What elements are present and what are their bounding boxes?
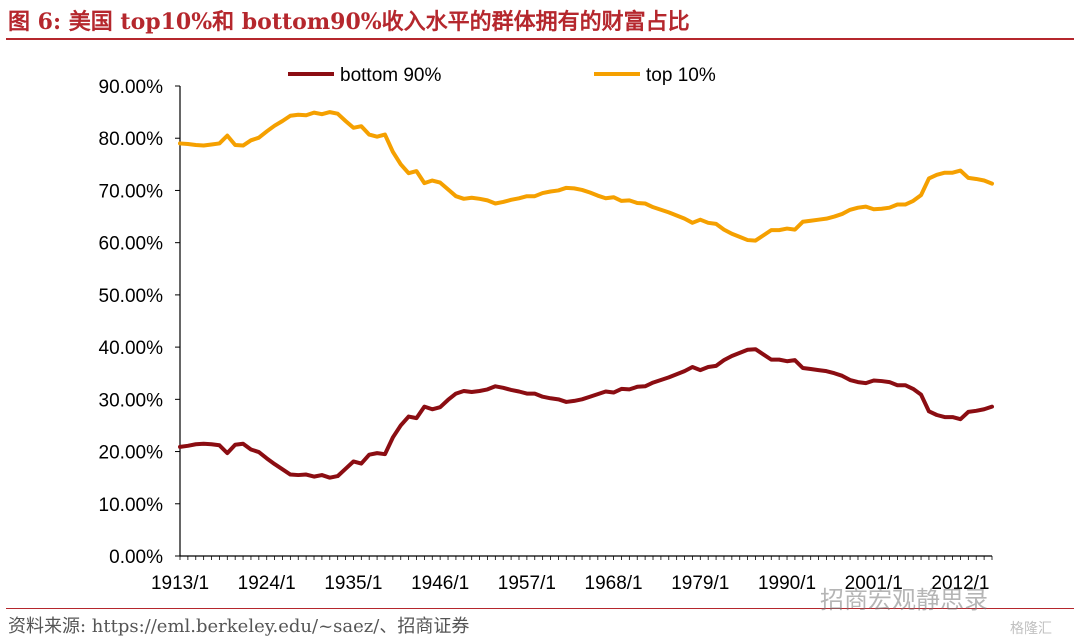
x-tick-label: 1979/1 <box>671 573 729 594</box>
x-tick-label: 1968/1 <box>585 573 643 594</box>
x-tick-label: 1946/1 <box>411 573 469 594</box>
y-axis-ticks: 0.00% 10.00% 20.00% 30.00% 40.00% 50.00% 60.00… <box>99 77 180 568</box>
x-tick-label: 2001/1 <box>845 573 903 594</box>
chart-legend: bottom 90% top 10% <box>288 65 716 86</box>
legend-label-bottom-90: bottom 90% <box>340 65 441 86</box>
y-tick-label: 50.00% <box>99 286 164 307</box>
chart-series <box>178 110 994 480</box>
y-tick-label: 90.00% <box>99 77 164 98</box>
figure-title: 图 6: 美国 top10%和 bottom90%收入水平的群体拥有的财富占比 <box>8 9 690 35</box>
watermark: 招商宏观静思录 <box>820 586 988 614</box>
y-tick-label: 20.00% <box>99 443 164 464</box>
watermark-corner: 格隆汇 <box>1010 621 1052 637</box>
series-line-bottom-90 <box>178 347 994 480</box>
source-divider <box>6 608 1074 609</box>
x-tick-label: 1990/1 <box>758 573 816 594</box>
x-tick-label: 1913/1 <box>151 573 209 594</box>
x-tick-label: 1957/1 <box>498 573 556 594</box>
title-divider <box>6 38 1074 40</box>
y-tick-label: 60.00% <box>99 234 164 255</box>
x-axis-ticks: 1913/1 1924/1 1935/1 1946/1 1957/1 1968/1 1979… <box>151 556 993 594</box>
series-line-top-10 <box>178 110 994 243</box>
y-tick-label: 30.00% <box>99 390 164 411</box>
x-tick-label: 2012/1 <box>931 573 989 594</box>
x-tick-label: 1935/1 <box>324 573 382 594</box>
source-note: 资料来源: https://eml.berkeley.edu/~saez/、招商… <box>8 616 470 637</box>
y-tick-label: 10.00% <box>99 495 164 516</box>
x-tick-label: 1924/1 <box>238 573 296 594</box>
y-tick-label: 0.00% <box>109 547 163 568</box>
legend-label-top-10: top 10% <box>646 65 716 86</box>
y-tick-label: 70.00% <box>99 181 164 202</box>
line-chart: 0.00% 10.00% 20.00% 30.00% 40.00% 50.00% 60.00… <box>99 65 994 594</box>
chart-axes <box>179 86 992 557</box>
y-tick-label: 40.00% <box>99 338 164 359</box>
y-tick-label: 80.00% <box>99 129 164 150</box>
